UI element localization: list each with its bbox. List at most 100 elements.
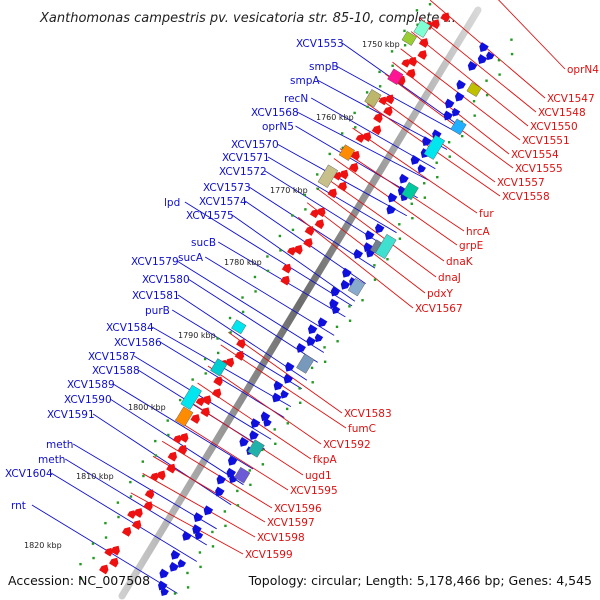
- track-tick: [328, 152, 331, 156]
- gene-label: XCV1568: [251, 107, 299, 119]
- label-connector: [315, 187, 437, 278]
- track-tick: [353, 111, 356, 115]
- gene-arrow: [355, 134, 364, 143]
- label-connector: [204, 256, 335, 336]
- track-tick: [311, 381, 314, 384]
- gene-arrow: [342, 267, 352, 278]
- scale-label: 1810 kbp: [76, 472, 114, 481]
- gene-arrow: [224, 357, 235, 368]
- label-connector: [231, 214, 356, 302]
- gene-label: dnaJ: [438, 272, 461, 284]
- label-connector: [112, 383, 254, 470]
- gene-label: XCV1571: [222, 152, 270, 164]
- gene-arrow: [133, 508, 143, 518]
- gene-block: [317, 164, 339, 188]
- track-tick: [378, 85, 382, 88]
- gene-label: XCV1553: [296, 38, 344, 50]
- track-tick: [423, 196, 427, 199]
- gene-label: rnt: [11, 500, 26, 512]
- track-tick: [254, 290, 257, 293]
- gene-arrow: [281, 263, 292, 274]
- gene-arrow: [193, 512, 204, 523]
- gene-arrow: [407, 56, 417, 67]
- gene-arrow: [200, 407, 210, 418]
- gene-block: [175, 406, 194, 427]
- track-tick: [186, 586, 190, 589]
- label-connector: [184, 201, 353, 307]
- gene-arrow: [287, 247, 296, 256]
- gene-label: fumC: [348, 423, 376, 435]
- gene-arrow: [280, 389, 289, 399]
- gene-arrow: [144, 489, 155, 500]
- gene-label: XCV1575: [186, 210, 234, 222]
- track-tick: [211, 530, 214, 534]
- gene-arrow: [172, 435, 182, 444]
- gene-arrow: [177, 559, 187, 568]
- gene-arrow: [283, 373, 294, 384]
- gene-block: [180, 384, 202, 410]
- track-tick: [354, 126, 357, 129]
- gene-block: [338, 144, 355, 161]
- track-tick: [361, 299, 364, 302]
- gene-arrow: [410, 154, 421, 165]
- label-connector: [295, 125, 418, 199]
- gene-arrow: [249, 430, 259, 440]
- gene-label: XCV1596: [274, 503, 322, 515]
- gene-arrow: [158, 580, 168, 591]
- gene-arrow: [477, 54, 488, 64]
- label-connector: [72, 443, 217, 530]
- track-tick: [198, 551, 202, 554]
- gene-label: XCV1550: [530, 121, 578, 133]
- gene-arrow: [384, 94, 395, 105]
- track-tick: [266, 269, 270, 273]
- gene-arrow: [109, 557, 119, 568]
- track-tick: [204, 372, 207, 375]
- track-tick: [410, 202, 413, 205]
- gene-arrow: [479, 42, 489, 52]
- gene-arrow: [203, 505, 214, 516]
- track-tick: [274, 442, 277, 446]
- track-tick: [298, 387, 301, 390]
- gene-label: meth: [46, 439, 73, 451]
- gene-arrow: [417, 50, 427, 60]
- gene-arrow: [371, 125, 382, 136]
- track-tick: [129, 495, 133, 498]
- gene-block: [401, 181, 419, 201]
- gene-arrow: [314, 333, 324, 343]
- gene-arrow: [216, 474, 226, 485]
- gene-label: XCV1588: [92, 365, 140, 377]
- track-tick: [79, 577, 83, 580]
- scale-label: 1780 kbp: [224, 258, 262, 267]
- gene-arrow: [304, 226, 315, 236]
- gene-block: [387, 68, 404, 86]
- label-connector: [352, 127, 478, 214]
- gene-label: XCV1592: [323, 439, 371, 451]
- scale-label: 1760 kbp: [316, 113, 354, 122]
- gene-arrow: [110, 545, 120, 556]
- track-tick: [510, 52, 514, 56]
- track-tick: [223, 510, 227, 513]
- track-tick: [485, 79, 488, 82]
- gene-block: [450, 118, 467, 136]
- gene-label: XCV1570: [231, 139, 279, 151]
- track-tick: [241, 310, 245, 314]
- track-tick: [403, 29, 406, 33]
- track-tick: [191, 378, 194, 381]
- label-connector: [276, 143, 408, 217]
- gene-label: XCV1583: [344, 408, 392, 420]
- track-tick: [142, 474, 145, 478]
- track-tick: [323, 346, 326, 349]
- track-tick: [472, 100, 476, 103]
- gene-arrow: [99, 564, 109, 575]
- label-connector: [171, 309, 302, 390]
- track-tick: [253, 275, 257, 279]
- label-connectors: [31, 0, 566, 594]
- gene-arrow: [239, 437, 249, 447]
- label-connector: [31, 504, 178, 594]
- gene-label: XCV1584: [106, 322, 154, 334]
- track-tick: [497, 58, 501, 62]
- gene-label: XCV1547: [547, 93, 595, 105]
- gene-arrow: [104, 547, 113, 557]
- label-connector: [161, 440, 273, 509]
